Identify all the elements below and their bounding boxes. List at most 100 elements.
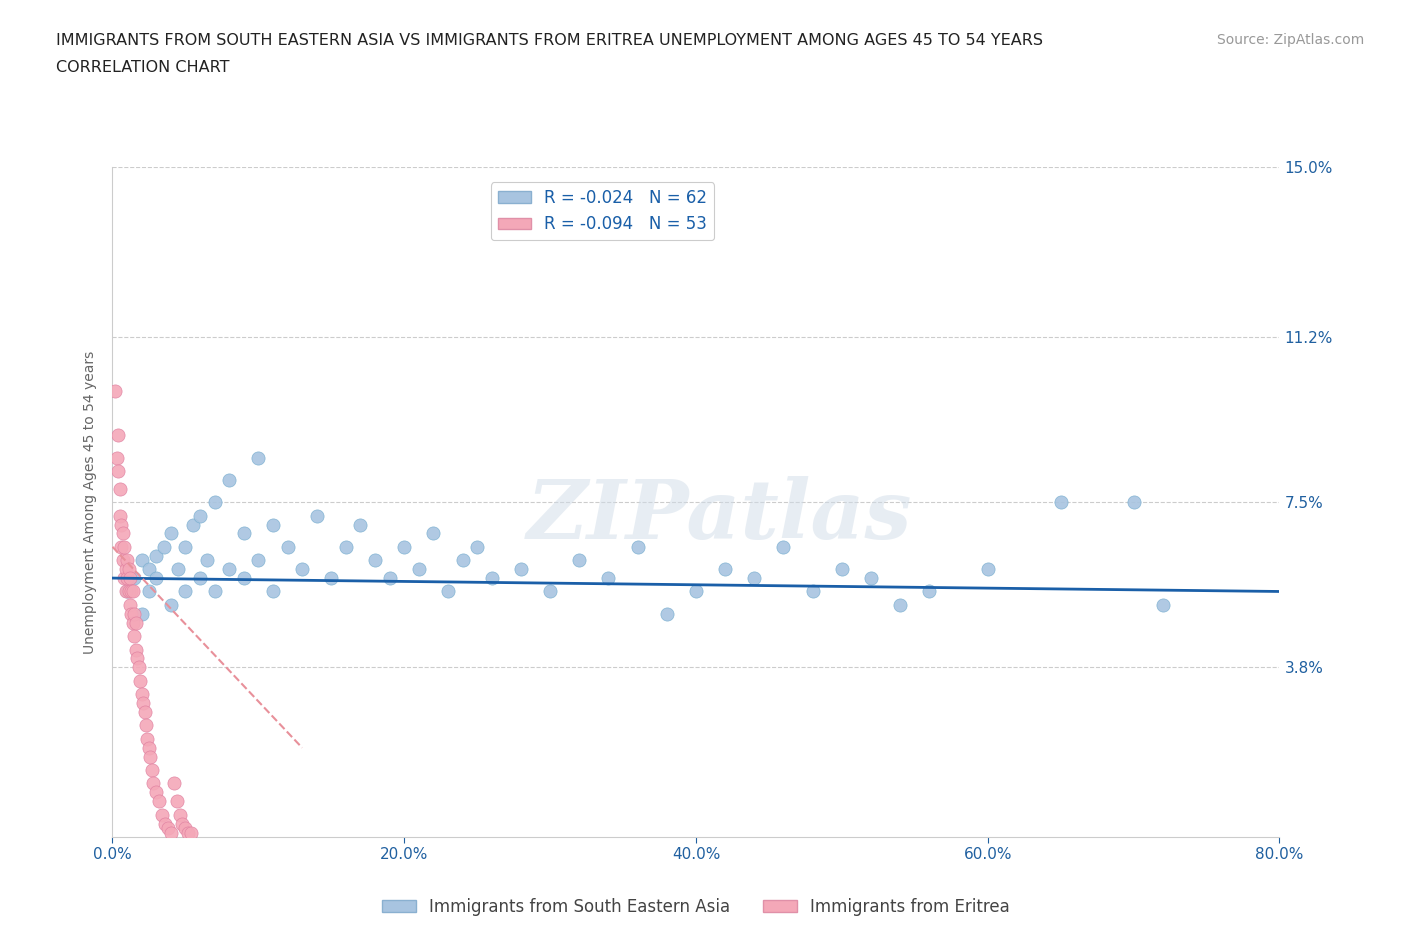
Point xyxy=(364,552,387,567)
Point xyxy=(111,526,134,541)
Point xyxy=(122,584,145,599)
Point xyxy=(1152,597,1174,612)
Point xyxy=(124,629,146,644)
Point xyxy=(188,508,211,523)
Point xyxy=(131,686,153,701)
Point xyxy=(172,817,194,831)
Point xyxy=(169,807,191,822)
Point xyxy=(422,526,444,541)
Text: CORRELATION CHART: CORRELATION CHART xyxy=(56,60,229,75)
Point xyxy=(120,606,142,621)
Point xyxy=(465,539,488,554)
Point xyxy=(188,571,211,586)
Point xyxy=(481,571,503,586)
Point xyxy=(107,428,129,443)
Text: ZIPatlas: ZIPatlas xyxy=(527,475,912,555)
Point xyxy=(163,776,186,790)
Point xyxy=(127,651,149,666)
Point xyxy=(138,740,160,755)
Point xyxy=(105,450,128,465)
Point xyxy=(262,517,284,532)
Text: Source: ZipAtlas.com: Source: ZipAtlas.com xyxy=(1216,33,1364,46)
Point xyxy=(110,517,132,532)
Point xyxy=(131,606,153,621)
Point xyxy=(1122,495,1144,510)
Point xyxy=(167,562,190,577)
Point xyxy=(378,571,401,586)
Legend: Immigrants from South Eastern Asia, Immigrants from Eritrea: Immigrants from South Eastern Asia, Immi… xyxy=(375,891,1017,923)
Point xyxy=(135,718,157,733)
Point xyxy=(509,562,531,577)
Point xyxy=(451,552,474,567)
Point xyxy=(218,472,240,487)
Point xyxy=(114,562,136,577)
Point xyxy=(148,794,170,809)
Point xyxy=(177,825,200,840)
Point xyxy=(152,539,174,554)
Point xyxy=(115,584,138,599)
Point xyxy=(772,539,794,554)
Point xyxy=(742,571,765,586)
Point xyxy=(568,552,591,567)
Point xyxy=(156,820,179,835)
Point xyxy=(107,463,129,478)
Point xyxy=(174,584,197,599)
Point xyxy=(174,539,197,554)
Point xyxy=(335,539,357,554)
Point xyxy=(204,584,226,599)
Point xyxy=(150,807,173,822)
Point xyxy=(131,552,153,567)
Point xyxy=(117,562,139,577)
Point xyxy=(120,584,142,599)
Point xyxy=(655,606,678,621)
Point xyxy=(918,584,941,599)
Point xyxy=(174,820,197,835)
Point xyxy=(142,776,165,790)
Point xyxy=(218,562,240,577)
Point xyxy=(134,705,156,720)
Point xyxy=(160,597,183,612)
Point xyxy=(132,696,155,711)
Point xyxy=(685,584,707,599)
Point xyxy=(408,562,430,577)
Point xyxy=(118,597,141,612)
Point xyxy=(125,616,148,631)
Point xyxy=(276,539,298,554)
Point xyxy=(114,584,136,599)
Point xyxy=(129,673,152,688)
Point xyxy=(321,571,343,586)
Point xyxy=(112,539,135,554)
Point xyxy=(115,571,138,586)
Point xyxy=(166,794,188,809)
Point xyxy=(115,552,138,567)
Point xyxy=(122,616,145,631)
Point xyxy=(108,508,131,523)
Point xyxy=(262,584,284,599)
Point xyxy=(104,383,127,398)
Point xyxy=(195,552,218,567)
Point xyxy=(112,571,135,586)
Point xyxy=(232,571,254,586)
Point xyxy=(111,552,134,567)
Y-axis label: Unemployment Among Ages 45 to 54 years: Unemployment Among Ages 45 to 54 years xyxy=(83,351,97,654)
Point xyxy=(128,660,150,675)
Point xyxy=(180,825,202,840)
Point xyxy=(145,571,167,586)
Point xyxy=(349,517,371,532)
Point xyxy=(124,571,146,586)
Point xyxy=(117,584,139,599)
Point xyxy=(859,571,883,586)
Point xyxy=(831,562,853,577)
Point xyxy=(538,584,561,599)
Point xyxy=(247,552,270,567)
Point xyxy=(305,508,328,523)
Point xyxy=(145,785,167,800)
Point xyxy=(598,571,620,586)
Point xyxy=(1049,495,1071,510)
Point xyxy=(976,562,998,577)
Point xyxy=(153,817,176,831)
Point xyxy=(626,539,648,554)
Point xyxy=(160,825,183,840)
Point xyxy=(110,539,132,554)
Point xyxy=(437,584,460,599)
